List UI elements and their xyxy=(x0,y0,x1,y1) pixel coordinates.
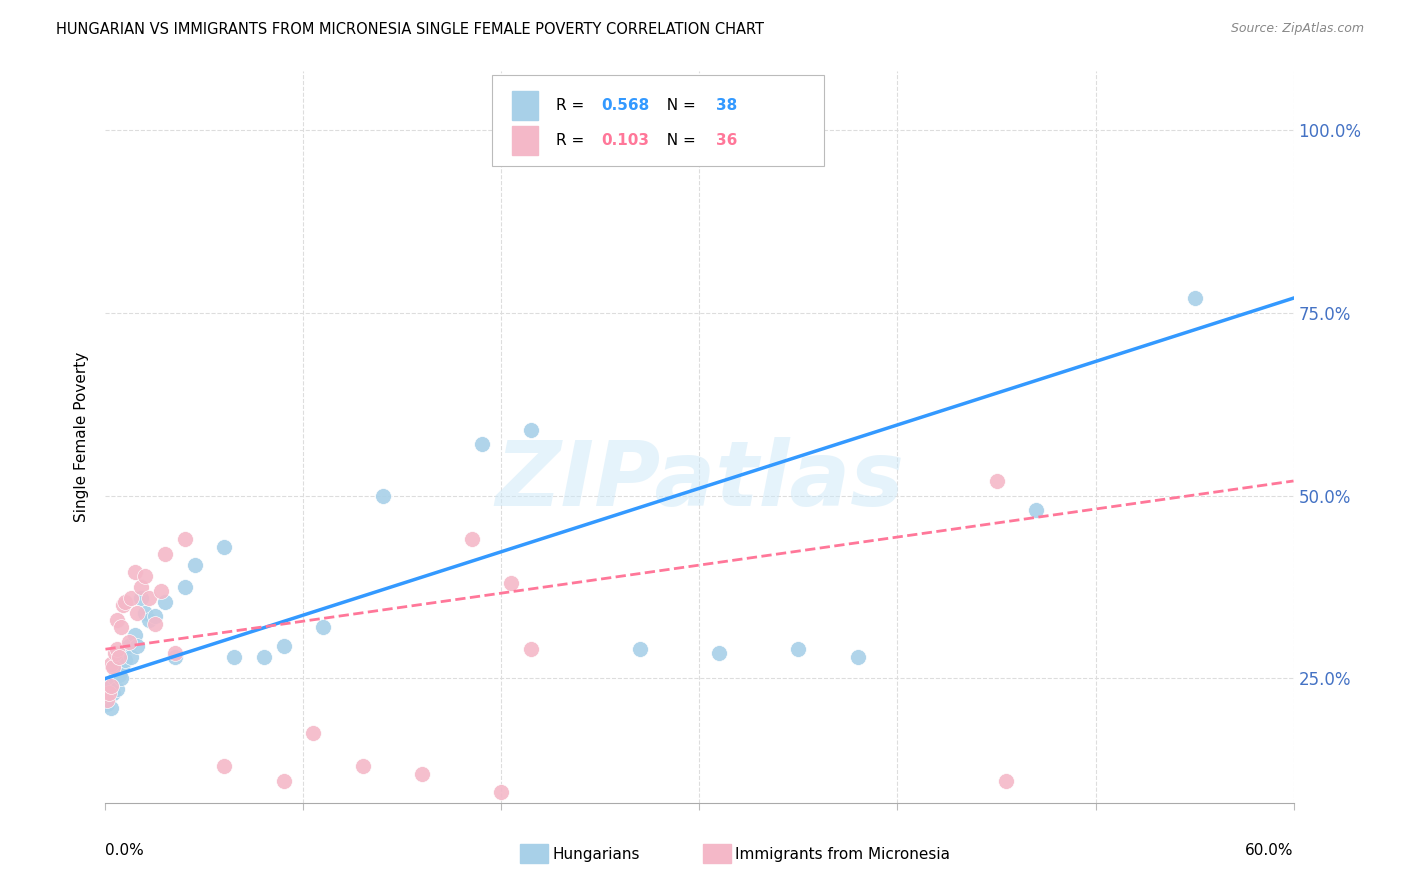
Point xyxy=(114,595,136,609)
Point xyxy=(127,639,149,653)
Point xyxy=(124,627,146,641)
Point xyxy=(103,686,125,700)
Point xyxy=(105,613,128,627)
Point xyxy=(98,679,121,693)
Point xyxy=(787,642,810,657)
Point xyxy=(153,547,176,561)
Point xyxy=(104,672,127,686)
Point xyxy=(214,759,236,773)
Point xyxy=(411,766,433,780)
Point xyxy=(104,646,127,660)
Point xyxy=(520,423,543,437)
Text: HUNGARIAN VS IMMIGRANTS FROM MICRONESIA SINGLE FEMALE POVERTY CORRELATION CHART: HUNGARIAN VS IMMIGRANTS FROM MICRONESIA … xyxy=(56,22,765,37)
Point xyxy=(103,660,125,674)
Bar xyxy=(512,91,538,120)
Point xyxy=(124,566,146,580)
Point xyxy=(110,620,132,634)
Point xyxy=(105,682,128,697)
Point xyxy=(163,646,186,660)
Point xyxy=(149,583,172,598)
Point xyxy=(129,591,152,605)
Point xyxy=(105,642,128,657)
Point xyxy=(134,569,156,583)
Text: R =: R = xyxy=(555,98,589,113)
Point xyxy=(312,620,335,634)
Point xyxy=(1184,291,1206,305)
Point xyxy=(100,700,122,714)
Point xyxy=(520,642,543,657)
Point xyxy=(118,635,141,649)
Point xyxy=(134,606,156,620)
Text: 0.0%: 0.0% xyxy=(105,843,145,858)
Text: 0.568: 0.568 xyxy=(600,98,650,113)
Point xyxy=(183,558,205,573)
Point xyxy=(491,785,513,799)
Text: 0.103: 0.103 xyxy=(600,133,650,148)
Point xyxy=(153,595,176,609)
Point xyxy=(352,759,374,773)
FancyBboxPatch shape xyxy=(492,75,824,167)
Text: 38: 38 xyxy=(716,98,737,113)
Point xyxy=(253,649,276,664)
Text: Immigrants from Micronesia: Immigrants from Micronesia xyxy=(735,847,950,862)
Text: R =: R = xyxy=(555,133,589,148)
Text: 60.0%: 60.0% xyxy=(1246,843,1294,858)
Point xyxy=(138,613,160,627)
Point xyxy=(501,576,523,591)
Text: ZIPatlas: ZIPatlas xyxy=(495,437,904,525)
Point xyxy=(995,773,1018,788)
Point xyxy=(108,649,131,664)
Point xyxy=(461,533,484,547)
Text: N =: N = xyxy=(657,98,700,113)
Point xyxy=(143,609,166,624)
Point xyxy=(118,639,141,653)
Y-axis label: Single Female Poverty: Single Female Poverty xyxy=(75,352,90,522)
Point xyxy=(302,726,325,740)
Point xyxy=(628,642,651,657)
Point xyxy=(98,690,121,704)
Point xyxy=(471,437,494,451)
Text: Hungarians: Hungarians xyxy=(553,847,640,862)
Point xyxy=(100,657,122,671)
Point xyxy=(96,697,118,711)
Point xyxy=(112,657,135,671)
Point xyxy=(986,474,1008,488)
Point xyxy=(104,660,127,674)
Point xyxy=(846,649,869,664)
Point xyxy=(273,639,295,653)
Point xyxy=(224,649,246,664)
Point xyxy=(173,533,195,547)
Point xyxy=(709,646,731,660)
Point xyxy=(143,616,166,631)
Point xyxy=(371,489,394,503)
Point xyxy=(110,672,132,686)
Point xyxy=(214,540,236,554)
Point xyxy=(138,591,160,605)
Point xyxy=(100,679,122,693)
Point xyxy=(173,580,195,594)
Text: 36: 36 xyxy=(716,133,738,148)
Point xyxy=(163,649,186,664)
Point xyxy=(98,686,121,700)
Point xyxy=(273,773,295,788)
Text: N =: N = xyxy=(657,133,700,148)
Point xyxy=(1025,503,1047,517)
Point xyxy=(108,667,131,681)
Point xyxy=(96,693,118,707)
Point xyxy=(127,606,149,620)
Point xyxy=(114,653,136,667)
Point xyxy=(112,599,135,613)
Bar xyxy=(512,126,538,155)
Text: Source: ZipAtlas.com: Source: ZipAtlas.com xyxy=(1230,22,1364,36)
Point xyxy=(120,649,142,664)
Point xyxy=(129,580,152,594)
Point xyxy=(120,591,142,605)
